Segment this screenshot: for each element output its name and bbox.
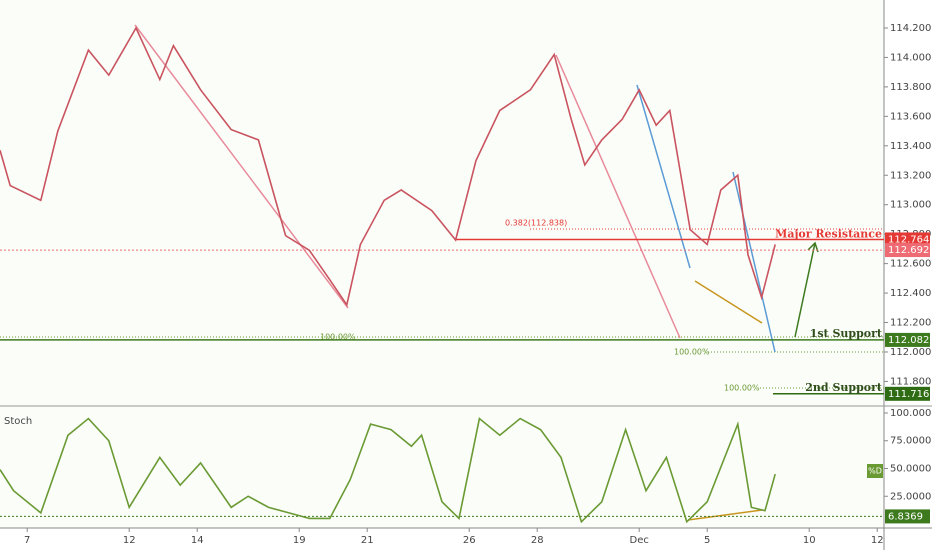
price-tag: [885, 243, 930, 258]
series-line: [0, 417, 776, 524]
arrow-head: [807, 241, 819, 253]
y-tick-label: 50.0000: [890, 463, 931, 474]
divergence-line: [694, 280, 763, 324]
price-tag-label: 6.8369: [888, 511, 923, 522]
price-tag-label: 112.082: [888, 335, 929, 346]
level-label: 2nd Support: [805, 381, 883, 394]
projection-arrow: [794, 242, 816, 338]
y-tick-label: 112.600: [890, 259, 931, 270]
y-tick-label: 114.000: [890, 52, 931, 63]
x-tick-label: 7: [24, 535, 30, 546]
x-tick-label: 21: [361, 535, 374, 546]
price-tag: [885, 386, 930, 401]
y-tick-label: 113.800: [890, 82, 931, 93]
plot-background: [0, 0, 884, 528]
price-tag-label: 112.764: [888, 234, 929, 245]
price-tag: [885, 509, 930, 524]
y-tick-label: 113.600: [890, 111, 931, 122]
fib-label: 100.00%: [320, 333, 356, 342]
price-tag-label: 112.692: [888, 245, 929, 256]
x-tick-label: Dec: [630, 535, 649, 546]
fib-label: 100.00%: [674, 348, 710, 357]
pattern-arrow: [636, 84, 691, 269]
y-tick-label: 75.0000: [890, 436, 931, 447]
level-label: 1st Support: [810, 327, 883, 340]
series-line: [0, 26, 776, 307]
divergence-line: [687, 509, 763, 521]
x-tick-label: 19: [293, 535, 306, 546]
y-tick-label: 111.800: [890, 376, 931, 387]
legend-box: [867, 464, 883, 478]
x-tick-label: 12: [123, 535, 136, 546]
pattern-arrow: [134, 24, 349, 309]
pane-title: Stoch: [4, 416, 32, 427]
x-tick-label: 28: [531, 535, 544, 546]
y-tick-label: 112.200: [890, 318, 931, 329]
fib-label: 0.382(112.838): [505, 219, 567, 228]
fib-label: 100.00%: [724, 384, 760, 393]
y-tick-label: 100.0000: [890, 408, 932, 419]
price-tag: [885, 332, 930, 347]
y-tick-label: 112.400: [890, 288, 931, 299]
y-tick-label: 113.400: [890, 141, 931, 152]
y-tick-label: 25.0000: [890, 491, 931, 502]
x-tick-label: 12: [871, 535, 884, 546]
y-tick-label: 112.000: [890, 347, 931, 358]
x-tick-label: 26: [463, 535, 476, 546]
x-tick-label: 10: [803, 535, 816, 546]
price-tag-label: 111.716: [888, 389, 929, 400]
level-label: Major Resistance: [775, 227, 882, 240]
pattern-arrow: [732, 171, 776, 353]
x-tick-label: 5: [704, 535, 710, 546]
legend-label: %D: [868, 467, 882, 476]
price-tag: [885, 232, 930, 247]
pattern-arrow: [555, 54, 681, 339]
y-tick-label: 114.200: [890, 23, 931, 34]
drawings: [134, 24, 819, 521]
y-tick-label: 113.200: [890, 170, 931, 181]
y-tick-label: 113.000: [890, 200, 931, 211]
x-tick-label: 14: [191, 535, 204, 546]
